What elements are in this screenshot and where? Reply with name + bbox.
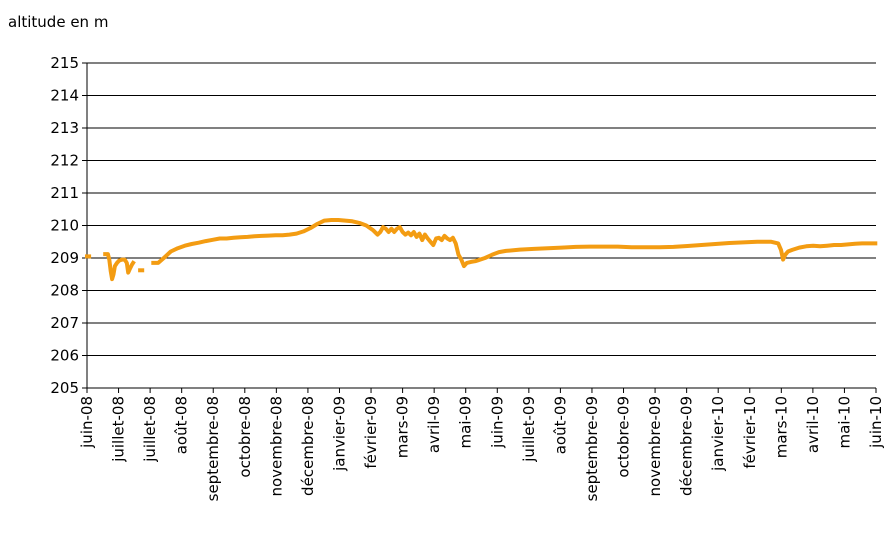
y-tick-label: 208 — [50, 282, 79, 300]
y-axis-label: altitude en m — [8, 13, 109, 31]
x-tick-label: juillet-08 — [141, 396, 159, 463]
x-tick-label: avril-10 — [804, 396, 822, 453]
series-line — [151, 218, 878, 269]
x-tick-labels: juin-08 juillet-08 juillet-08 août-08 septem… — [78, 396, 885, 501]
x-tick-label: mars-09 — [394, 396, 412, 458]
y-tick-label: 213 — [50, 119, 79, 137]
x-tick-label: janvier-10 — [709, 396, 727, 472]
x-tick-label: août-08 — [173, 396, 191, 454]
x-tick-label: décembre-08 — [299, 396, 317, 496]
x-tick-label: octobre-09 — [615, 396, 633, 478]
x-tick-label: janvier-09 — [330, 396, 348, 472]
y-tick-label: 212 — [50, 152, 79, 170]
x-tick-label: juillet-09 — [520, 396, 538, 463]
axes — [82, 62, 877, 393]
y-tick-label: 210 — [50, 217, 79, 235]
x-tick-label: avril-09 — [425, 396, 443, 453]
y-tick-labels: 205 206 207 208 209 210 211 212 213 214 215 — [50, 54, 79, 397]
x-tick-label: octobre-08 — [236, 396, 254, 478]
x-tick-label: juin-10 — [867, 396, 885, 449]
x-tick-label: juin-09 — [488, 396, 506, 449]
y-tick-label: 206 — [50, 347, 79, 365]
x-tick-label: mars-10 — [772, 396, 790, 458]
series — [85, 218, 878, 282]
y-tick-label: 205 — [50, 379, 79, 397]
x-tick-label: juillet-08 — [110, 396, 128, 463]
x-tick-label: février-10 — [741, 396, 759, 469]
x-tick-label: septembre-08 — [204, 396, 222, 501]
x-tick-label: septembre-09 — [583, 396, 601, 501]
x-tick-label: mai-09 — [457, 396, 475, 448]
x-tick-label: mai-10 — [835, 396, 853, 448]
x-tick-label: novembre-09 — [646, 396, 664, 497]
x-tick-label: août-09 — [551, 396, 569, 454]
y-tick-label: 211 — [50, 184, 79, 202]
y-tick-label: 214 — [50, 87, 79, 105]
y-tick-label: 207 — [50, 314, 79, 332]
x-tick-label: décembre-09 — [678, 396, 696, 496]
x-tick-label: novembre-08 — [267, 396, 285, 497]
x-tick-label: juin-08 — [78, 396, 96, 449]
gridlines — [87, 62, 876, 356]
x-tick-label: février-09 — [362, 396, 380, 469]
y-tick-label: 209 — [50, 249, 79, 267]
y-tick-label: 215 — [50, 54, 79, 72]
series-line — [103, 252, 136, 282]
